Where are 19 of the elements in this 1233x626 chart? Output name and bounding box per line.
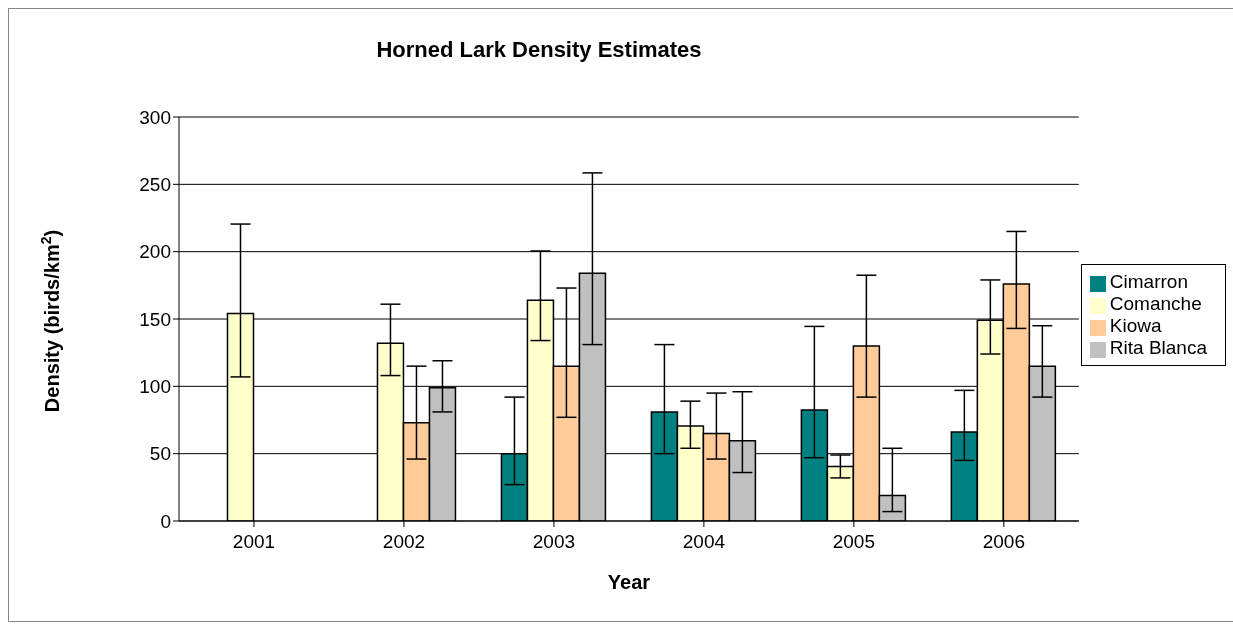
x-tick-label: 2003 xyxy=(532,531,576,553)
y-tick-label: 100 xyxy=(139,376,171,398)
y-tick-label: 300 xyxy=(139,106,171,128)
x-tick-label: 2001 xyxy=(232,531,276,553)
y-tick-label: 200 xyxy=(139,241,171,263)
x-tick-label: 2002 xyxy=(382,531,426,553)
y-tick-label: 150 xyxy=(139,308,171,330)
x-tick-label: 2005 xyxy=(832,531,876,553)
y-tick-label: 250 xyxy=(139,174,171,196)
legend-label: Rita Blanca xyxy=(1109,337,1207,358)
x-tick-label: 2004 xyxy=(682,531,726,553)
legend-label: Comanche xyxy=(1109,293,1202,314)
legend-label: Cimarron xyxy=(1109,271,1188,292)
chart-title: Horned Lark Density Estimates xyxy=(375,37,703,63)
x-tick-label: 2006 xyxy=(982,531,1025,553)
y-tick-label: 0 xyxy=(160,510,171,532)
legend-label: Kiowa xyxy=(1109,315,1162,336)
y-tick-label: 50 xyxy=(149,443,171,465)
x-axis-title: Year xyxy=(607,571,651,593)
